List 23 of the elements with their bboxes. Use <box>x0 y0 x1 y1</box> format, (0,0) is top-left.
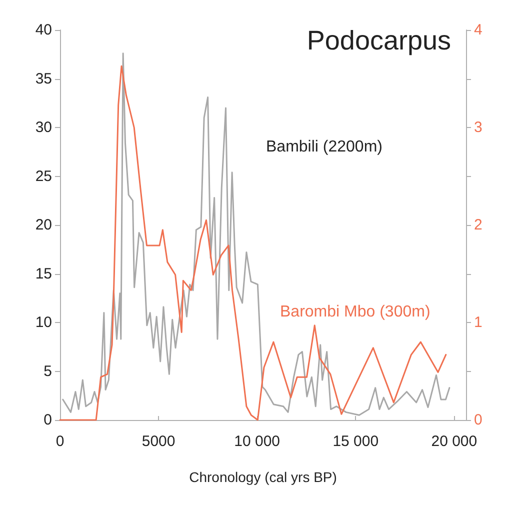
y-tick-label: 30 <box>35 119 52 136</box>
y2-tick-label: 1 <box>474 314 482 331</box>
text: Bambili (2200m) <box>266 138 382 156</box>
chart-title: Podocarpus <box>306 26 452 56</box>
y2-tick-label: 3 <box>474 119 482 136</box>
x-tick-label: 10 000 <box>234 433 280 450</box>
y-tick-label: 10 <box>35 314 52 331</box>
y-tick-label: 25 <box>35 168 52 185</box>
x-tick-label: 15 000 <box>332 433 379 450</box>
y-tick-label: 20 <box>35 216 52 234</box>
x-tick-label: 5000 <box>142 433 176 450</box>
x-tick-label: 0 <box>56 433 64 450</box>
y-tick-label: 35 <box>35 70 52 88</box>
y2-tick-label: 0 <box>474 412 482 428</box>
y-tick-label: 40 <box>35 22 52 38</box>
y2-tick-label: 4 <box>474 22 482 38</box>
y-tick-label: 5 <box>44 362 52 380</box>
y-tick-label: 15 <box>35 265 52 282</box>
y-tick-label: 0 <box>44 412 52 428</box>
series-label: Barombi Mbo (300m) <box>280 304 430 320</box>
y2-tick-label: 2 <box>474 216 482 234</box>
x-tick-label: 20 000 <box>431 433 478 450</box>
x-axis-title: Chronology (cal yrs BP) <box>189 469 337 485</box>
